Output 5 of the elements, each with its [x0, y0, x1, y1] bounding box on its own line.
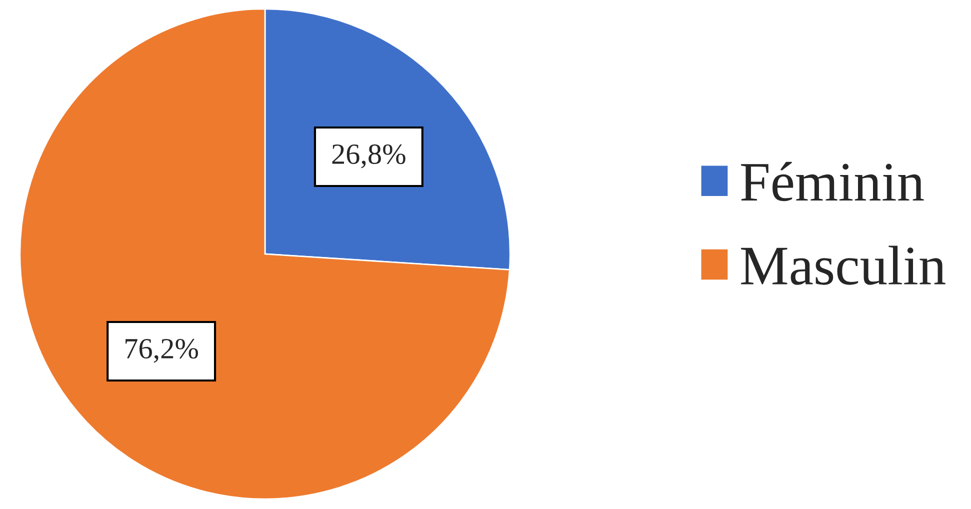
pie-slice [19, 8, 510, 500]
legend-label: Masculin [741, 246, 946, 285]
legend-label: Féminin [741, 162, 924, 202]
data-label: 76,2% [126, 338, 198, 363]
data-label: 26,8% [332, 144, 406, 168]
